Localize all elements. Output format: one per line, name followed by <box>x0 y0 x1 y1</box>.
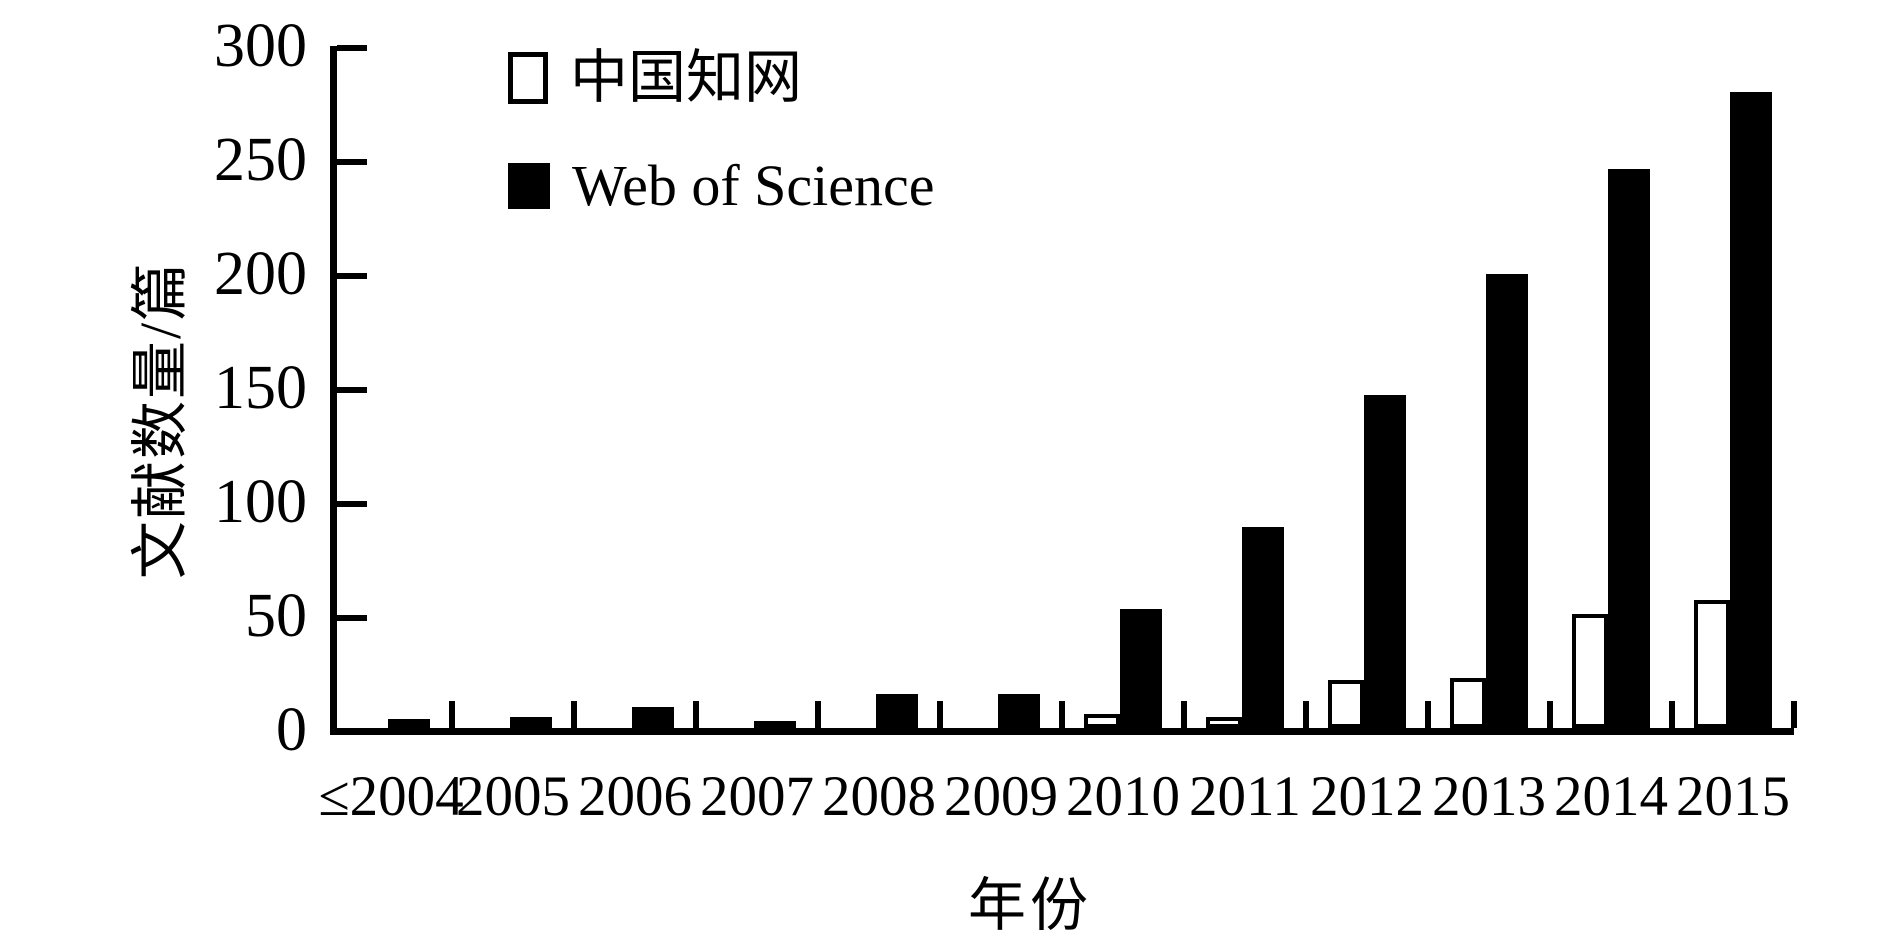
y-tick-label: 150 <box>214 353 307 422</box>
solid-square-swatch-icon <box>508 163 550 209</box>
bar-wos <box>1730 92 1772 728</box>
x-tick-label: 2005 <box>456 765 570 828</box>
bar-wos <box>510 717 552 728</box>
bar-cnki <box>1450 678 1486 728</box>
x-tick-label: 2015 <box>1676 765 1790 828</box>
x-axis-tick <box>815 701 821 728</box>
y-axis-tick <box>337 500 367 507</box>
bar-cnki <box>1694 600 1730 728</box>
y-axis-tick <box>337 614 367 621</box>
y-axis-tick <box>337 272 367 279</box>
x-tick-label: ≤2004 <box>318 765 464 828</box>
x-axis-tick <box>449 701 455 728</box>
x-tick-label: 2014 <box>1554 765 1668 828</box>
x-axis-tick <box>1791 701 1797 728</box>
bar-wos <box>388 719 430 728</box>
x-axis-line <box>330 728 1794 735</box>
y-axis-tick <box>337 44 367 51</box>
bar-wos <box>632 707 674 728</box>
y-axis-tick <box>337 386 367 393</box>
legend-item-wos: Web of Science <box>508 156 935 216</box>
x-tick-label: 2011 <box>1189 765 1301 828</box>
bar-cnki <box>1084 714 1120 728</box>
x-axis-tick <box>1059 701 1065 728</box>
bar-wos <box>1242 527 1284 728</box>
x-tick-label: 2006 <box>578 765 692 828</box>
bar-wos <box>1608 169 1650 728</box>
bar-wos <box>754 721 796 728</box>
open-square-swatch-icon <box>508 52 548 104</box>
bar-cnki <box>1572 614 1608 728</box>
y-axis-line <box>330 46 337 735</box>
y-tick-label: 200 <box>214 239 307 308</box>
x-tick-label: 2009 <box>944 765 1058 828</box>
y-tick-label: 250 <box>214 125 307 194</box>
x-axis-tick <box>937 701 943 728</box>
legend: 中国知网 Web of Science <box>508 48 935 216</box>
bar-wos <box>1486 274 1528 728</box>
legend-label-cnki: 中国知网 <box>570 45 803 110</box>
x-axis-tick <box>571 701 577 728</box>
y-axis-tick <box>337 158 367 165</box>
x-axis-tick <box>1181 701 1187 728</box>
x-tick-label: 2008 <box>822 765 936 828</box>
legend-item-cnki: 中国知网 <box>508 48 935 108</box>
x-axis-title: 年份 <box>967 873 1093 938</box>
bar-cnki <box>1328 680 1364 728</box>
bar-wos <box>876 694 918 728</box>
bar-wos <box>998 694 1040 728</box>
x-axis-tick <box>1669 701 1675 728</box>
x-tick-label: 2012 <box>1310 765 1424 828</box>
x-tick-label: 2013 <box>1432 765 1546 828</box>
x-tick-label: 2007 <box>700 765 814 828</box>
x-tick-label: 2010 <box>1066 765 1180 828</box>
x-axis-tick <box>1303 701 1309 728</box>
bar-cnki <box>1206 717 1242 728</box>
y-tick-label: 0 <box>276 695 307 764</box>
y-tick-label: 100 <box>214 467 307 536</box>
y-tick-label: 300 <box>214 11 307 80</box>
bar-wos <box>1364 395 1406 728</box>
x-axis-tick <box>693 701 699 728</box>
legend-label-wos: Web of Science <box>572 153 935 218</box>
x-axis-tick <box>1425 701 1431 728</box>
x-axis-tick <box>1547 701 1553 728</box>
bar-wos <box>1120 609 1162 728</box>
y-tick-label: 50 <box>245 581 307 650</box>
